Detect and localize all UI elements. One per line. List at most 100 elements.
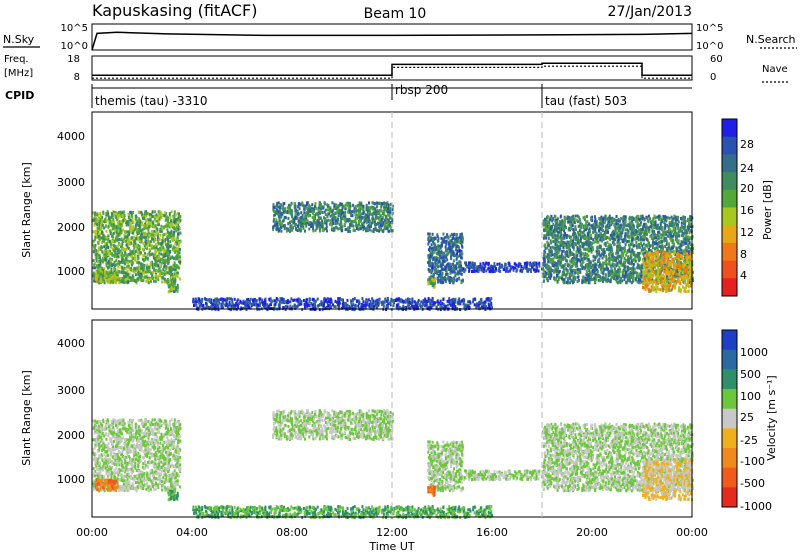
power-echo-cell <box>581 258 583 261</box>
power-echo-cell <box>118 227 120 230</box>
cpid-label: CPID <box>5 89 34 102</box>
power-echo-cell <box>330 222 332 225</box>
power-echo-cell <box>133 244 135 247</box>
power-echo-cell <box>167 235 169 238</box>
power-echo-cell <box>144 212 146 215</box>
power-echo-cell <box>121 266 123 269</box>
power-echo-cell <box>532 264 534 267</box>
power-echo-cell <box>161 258 163 261</box>
power-echo-cell <box>622 275 624 278</box>
power-echo-cell <box>151 244 153 247</box>
power-echo-cell <box>524 262 526 265</box>
sky-right-tick-top: 10^5 <box>696 23 723 34</box>
power-echo-cell <box>327 213 329 216</box>
power-echo-cell <box>434 243 436 246</box>
power-echo-cell <box>377 229 379 232</box>
power-echo-cell <box>478 265 480 268</box>
power-echo-cell <box>562 272 564 275</box>
power-echo-cell <box>165 267 167 270</box>
power-echo-cell <box>472 267 474 270</box>
power-echo-cell <box>550 239 552 242</box>
power-echo-cell <box>158 256 160 259</box>
power-echo-cell <box>137 251 139 254</box>
power-echo-cell <box>563 229 565 232</box>
power-echo-cell <box>144 264 146 267</box>
power-echo-cell <box>114 251 116 254</box>
power-echo-cell <box>327 205 329 208</box>
power-echo-cell <box>624 257 626 260</box>
power-echo-cell <box>160 225 162 228</box>
power-echo-cell <box>613 256 615 259</box>
power-echo-cell <box>97 227 99 230</box>
power-echo-cell <box>633 263 635 266</box>
power-echo-cell <box>128 230 130 233</box>
power-echo-cell <box>489 270 491 273</box>
power-echo-cell <box>280 216 282 219</box>
power-echo-cell <box>100 225 102 228</box>
power-echo-cell <box>119 243 121 246</box>
power-echo-cell <box>143 224 145 227</box>
power-echo-cell <box>137 231 139 234</box>
power-echo-cell <box>102 260 104 263</box>
power-echo-cell <box>117 255 119 258</box>
power-echo-cell <box>143 242 145 245</box>
power-echo-cell <box>149 213 151 216</box>
power-echo-cell <box>450 278 452 281</box>
power-echo-cell <box>427 238 429 241</box>
power-echo-cell <box>448 262 450 265</box>
power-echo-cell <box>121 245 123 248</box>
power-echo-cell <box>651 229 653 232</box>
power-echo-cell <box>162 236 164 239</box>
power-echo-cell <box>305 225 307 228</box>
power-echo-cell <box>389 214 391 217</box>
power-echo-cell <box>326 229 328 232</box>
power-echo-cell <box>93 219 95 222</box>
power-echo-cell <box>114 245 116 248</box>
power-echo-cell <box>564 225 566 228</box>
power-echo-cell <box>685 246 687 249</box>
power-echo-cell <box>600 254 602 257</box>
power-echo-cell <box>135 273 137 276</box>
power-echo-cell <box>375 211 377 214</box>
power-echo-cell <box>161 242 163 245</box>
power-echo-cell <box>288 211 290 214</box>
power-echo-cell <box>121 256 123 259</box>
power-echo-cell <box>317 214 319 217</box>
power-echo-cell <box>147 278 149 281</box>
power-echo-cell <box>337 218 339 221</box>
power-echo-cell <box>625 243 627 246</box>
power-echo-cell <box>590 234 592 237</box>
power-echo-cell <box>157 248 159 251</box>
power-echo-cell <box>609 215 611 218</box>
cpid-segment-3: tau (fast) 503 <box>545 94 627 108</box>
power-echo-cell <box>645 216 647 219</box>
power-echo-cell <box>98 235 100 238</box>
power-echo-cell <box>442 233 444 236</box>
power-echo-cell <box>442 281 444 284</box>
power-echo-cell <box>93 259 95 262</box>
power-echo-cell <box>284 216 286 219</box>
power-echo-cell <box>157 276 159 279</box>
power-echo-cell <box>131 279 133 282</box>
power-echo-cell <box>440 237 442 240</box>
power-echo-cell <box>678 228 680 231</box>
power-echo-cell <box>124 219 126 222</box>
power-echo-cell <box>161 228 163 231</box>
power-echo-cell <box>155 234 157 237</box>
power-echo-cell <box>462 279 464 282</box>
beam-title: Beam 10 <box>364 6 427 22</box>
power-echo-cell <box>147 257 149 260</box>
power-echo-cell <box>128 265 130 268</box>
power-echo-cell <box>456 279 458 282</box>
power-echo-cell <box>444 276 446 279</box>
power-echo-cell <box>150 240 152 243</box>
power-echo-cell <box>167 271 169 274</box>
power-echo-cell <box>581 263 583 266</box>
power-echo-cell <box>429 246 431 249</box>
power-echo-cell <box>150 261 152 264</box>
power-echo-cell <box>461 269 463 272</box>
power-echo-cell <box>435 248 437 251</box>
power-echo-cell <box>336 227 338 230</box>
sky-right-tick-bottom: 10^0 <box>696 41 723 52</box>
power-echo-cell <box>127 246 129 249</box>
